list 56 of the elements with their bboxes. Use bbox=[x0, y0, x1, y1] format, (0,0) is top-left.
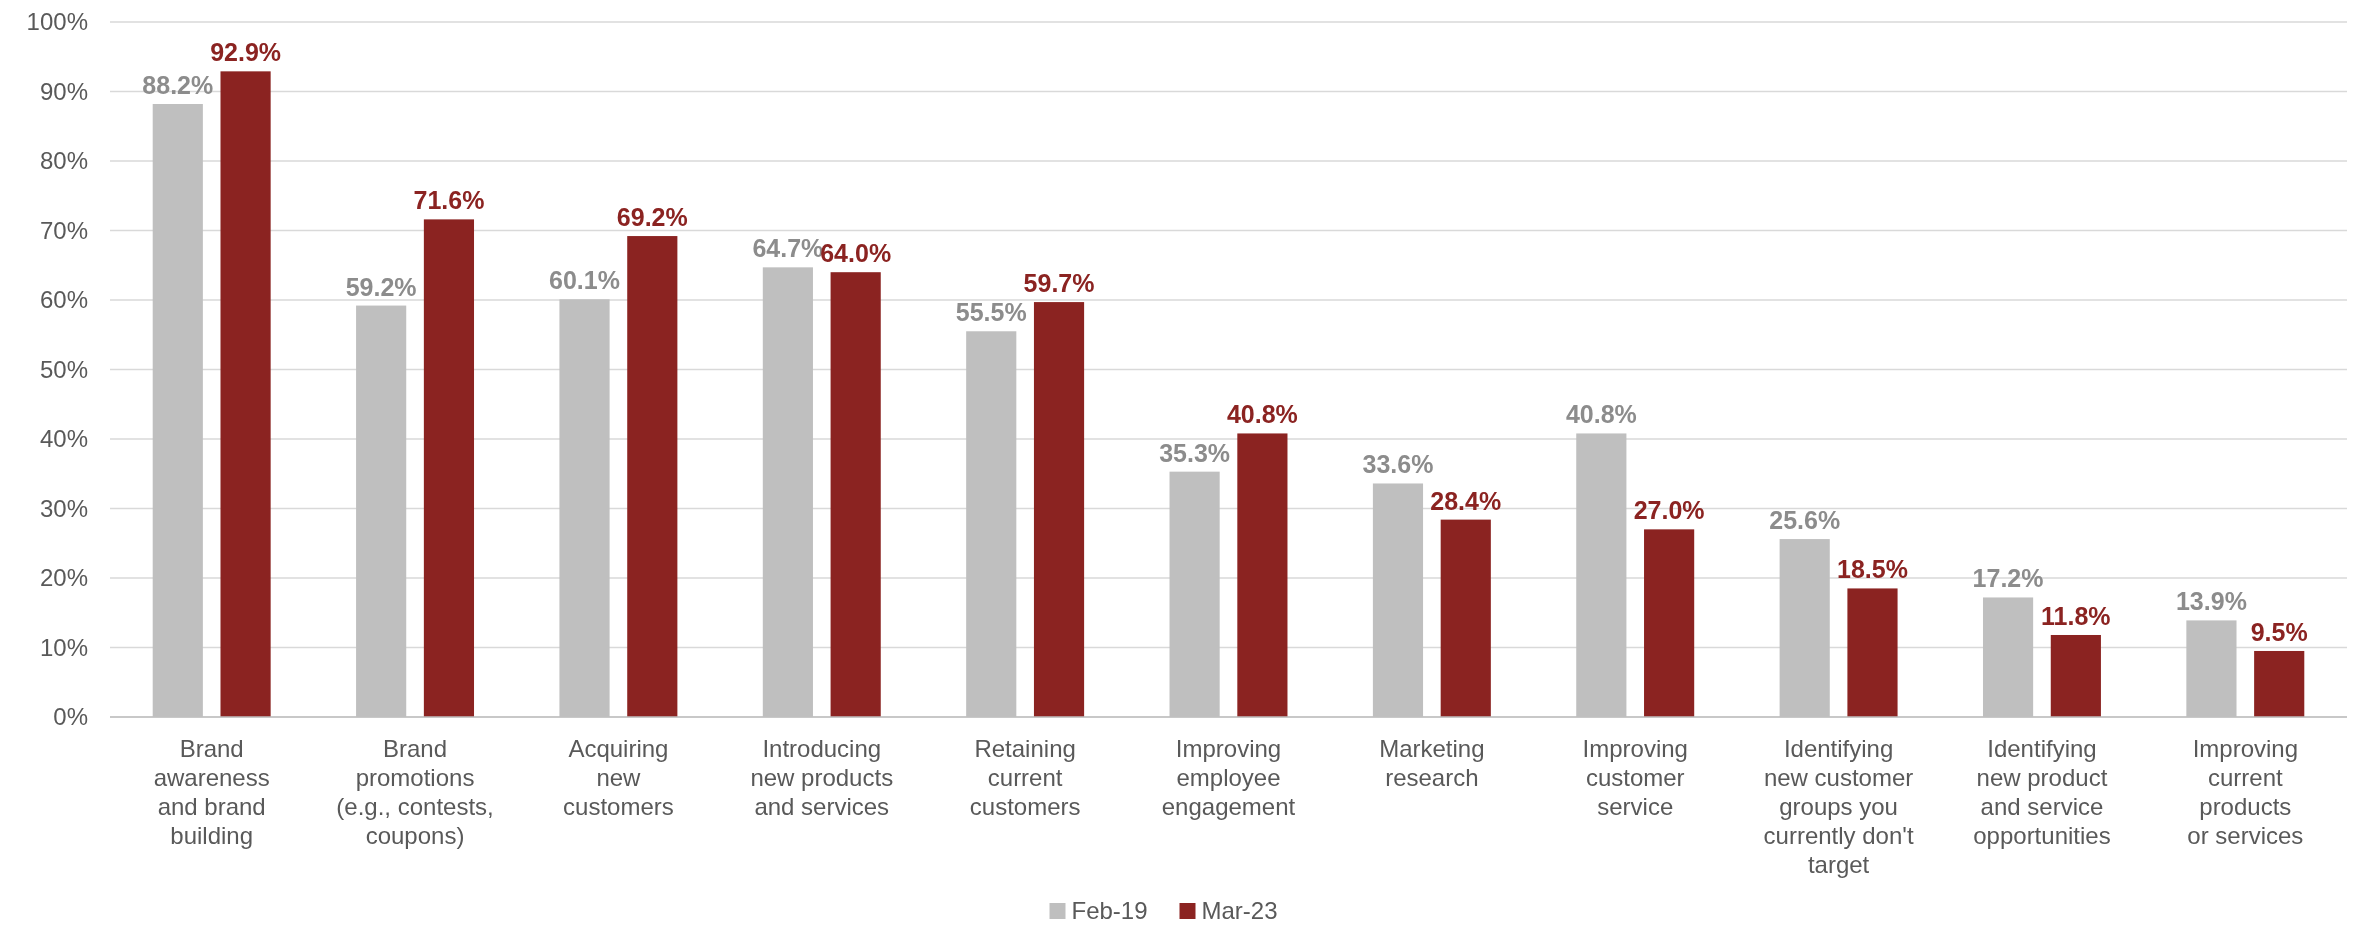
data-label: 40.8% bbox=[1565, 400, 1637, 429]
data-label: 71.6% bbox=[413, 186, 485, 215]
bar bbox=[2254, 650, 2305, 717]
legend-label: Feb-19 bbox=[1071, 897, 1148, 924]
bar bbox=[1237, 433, 1288, 717]
y-tick-label: 60% bbox=[39, 286, 88, 314]
y-tick-label: 20% bbox=[39, 564, 88, 592]
data-label: 55.5% bbox=[955, 298, 1027, 327]
x-tick-label: Improving employee engagement bbox=[1161, 735, 1296, 820]
data-label: 28.4% bbox=[1430, 486, 1502, 515]
y-tick-label: 70% bbox=[39, 216, 88, 244]
y-tick-label: 90% bbox=[39, 77, 88, 105]
bar bbox=[1440, 519, 1491, 717]
data-label: 18.5% bbox=[1837, 555, 1908, 584]
bar bbox=[1644, 529, 1695, 717]
data-label: 9.5% bbox=[2250, 617, 2308, 646]
bar bbox=[2050, 634, 2101, 717]
y-tick-label: 30% bbox=[39, 494, 88, 522]
y-tick-label: 0% bbox=[53, 703, 88, 731]
x-tick-label: Identifying new product and service opportunities bbox=[1973, 735, 2111, 849]
x-tick-label: Improving customer service bbox=[1582, 735, 1688, 820]
x-tick-label: Brand promotions (e.g., contests, coupons) bbox=[336, 735, 494, 849]
data-label: 59.7% bbox=[1023, 269, 1095, 298]
x-tick-label: Acquiring new customers bbox=[563, 735, 674, 820]
data-label: 25.6% bbox=[1769, 506, 1841, 535]
data-label: 27.0% bbox=[1633, 496, 1705, 525]
data-label: 17.2% bbox=[1972, 564, 2044, 593]
y-tick-label: 100% bbox=[26, 8, 88, 36]
data-label: 35.3% bbox=[1159, 438, 1231, 467]
bar bbox=[627, 236, 678, 717]
bar bbox=[830, 272, 881, 717]
bar bbox=[423, 219, 475, 717]
x-tick-label: Retaining current customers bbox=[969, 735, 1081, 820]
y-tick-label: 10% bbox=[39, 633, 88, 661]
x-tick-label: Brand awareness and brand building bbox=[153, 735, 270, 849]
x-tick-label: Identifying new customer groups you currently don't target bbox=[1763, 735, 1914, 878]
x-tick-label: Introducing new products and services bbox=[750, 735, 894, 820]
bar bbox=[1033, 302, 1085, 717]
y-tick-label: 50% bbox=[39, 355, 88, 383]
y-tick-label: 80% bbox=[39, 147, 88, 175]
data-label: 59.2% bbox=[345, 272, 417, 301]
y-tick-label: 40% bbox=[39, 425, 88, 453]
bar bbox=[220, 71, 271, 717]
data-label: 69.2% bbox=[616, 203, 688, 232]
data-label: 13.9% bbox=[2175, 587, 2247, 616]
x-tick-label: Marketing research bbox=[1379, 735, 1485, 791]
bar bbox=[1847, 588, 1898, 717]
data-label: 40.8% bbox=[1226, 400, 1298, 429]
data-label: 33.6% bbox=[1362, 450, 1434, 479]
x-tick-label: Improving current products or services bbox=[2187, 735, 2304, 849]
data-label: 64.0% bbox=[820, 239, 892, 268]
data-label: 11.8% bbox=[2041, 601, 2111, 630]
legend-label: Mar-23 bbox=[1201, 897, 1278, 924]
data-label: 88.2% bbox=[142, 71, 214, 100]
data-label: 92.9% bbox=[210, 38, 282, 67]
data-label: 60.1% bbox=[549, 266, 620, 295]
